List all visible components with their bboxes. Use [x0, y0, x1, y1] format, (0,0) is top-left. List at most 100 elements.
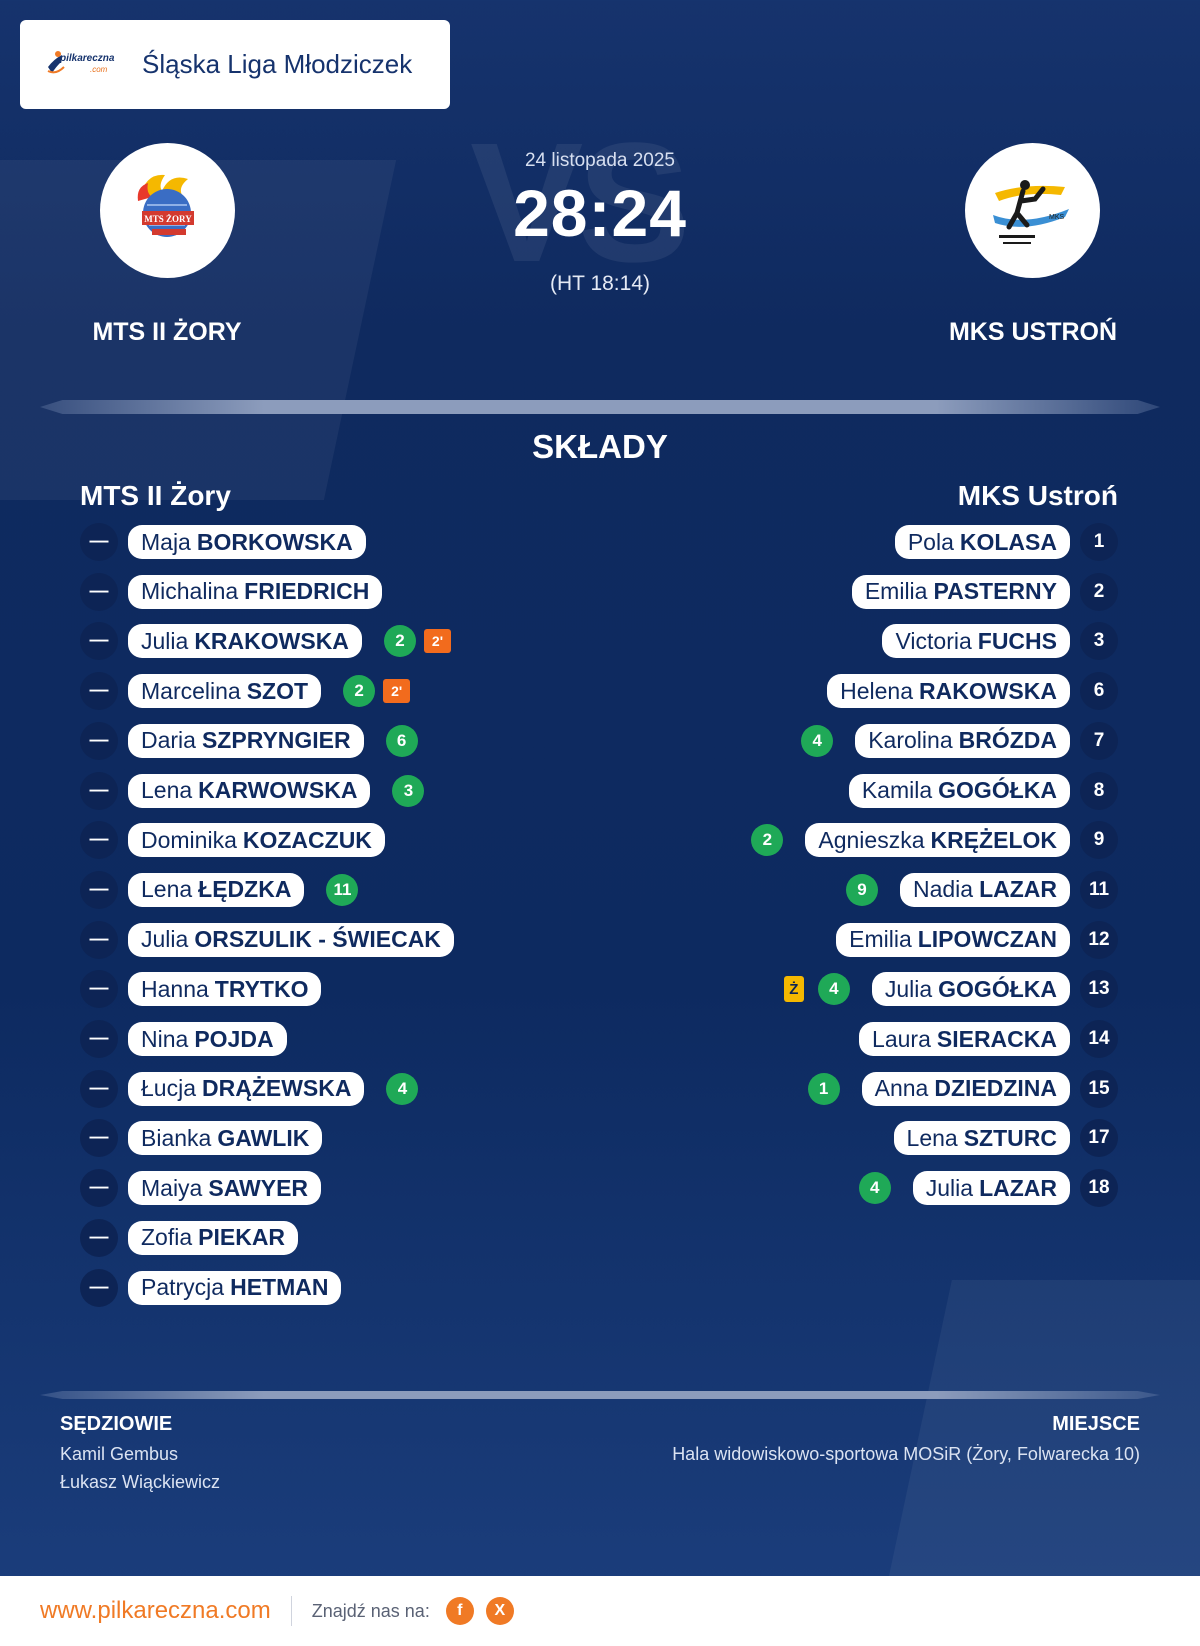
mks-ustron-crest-icon: MKS	[993, 180, 1069, 244]
player-name-pill[interactable]: Agnieszka KRĘŻELOK	[805, 823, 1070, 858]
goals-badge: 11	[326, 873, 359, 906]
player-last-name: ORSZULIK - ŚWIECAK	[194, 926, 441, 953]
player-first-name: Lena	[141, 777, 193, 803]
suspension-badge: 2'	[423, 629, 452, 654]
player-name-pill[interactable]: Lena KARWOWSKA	[128, 773, 371, 808]
goals-badge: 2	[383, 625, 416, 658]
player-name-pill[interactable]: Dominika KOZACZUK	[128, 823, 385, 858]
home-lineup-title: MTS II Żory	[80, 480, 231, 511]
vs-watermark: VS	[470, 108, 691, 298]
pilkareczna-logo[interactable]: pilkareczna .com	[46, 45, 126, 85]
away-player-row: 8 Kamila GOGÓŁKA	[848, 771, 1118, 810]
player-last-name: GOGÓŁKA	[938, 975, 1057, 1002]
home-player-row: — Patrycja HETMAN	[80, 1268, 342, 1307]
player-name-pill[interactable]: Emilia LIPOWCZAN	[836, 922, 1070, 957]
player-name-pill[interactable]: Helena RAKOWSKA	[827, 674, 1070, 709]
svg-text:MTS ŻORY: MTS ŻORY	[144, 214, 192, 224]
player-number: 9	[1080, 821, 1118, 860]
section-divider	[40, 1391, 1160, 1399]
player-name-pill[interactable]: Lena SZTURC	[893, 1121, 1070, 1156]
player-first-name: Nadia	[912, 876, 974, 903]
home-player-row: — Zofia PIEKAR	[80, 1218, 299, 1257]
goals-badge: 6	[385, 724, 418, 757]
player-last-name: POJDA	[194, 1025, 274, 1052]
facebook-icon[interactable]: f	[445, 1597, 474, 1625]
venue-name: Hala widowiskowo-sportowa MOSiR (Żory, F…	[672, 1444, 1140, 1464]
match-date: 24 listopada 2025	[524, 150, 675, 171]
player-number: —	[80, 1169, 118, 1208]
player-name-pill[interactable]: Julia LAZAR	[912, 1171, 1070, 1206]
away-player-row: 17 Lena SZTURC	[893, 1119, 1118, 1158]
player-name-pill[interactable]: Laura SIERACKA	[859, 1022, 1070, 1056]
player-name-pill[interactable]: Zofia PIEKAR	[128, 1220, 299, 1255]
player-name-pill[interactable]: Maiya SAWYER	[128, 1171, 322, 1206]
player-first-name: Zofia	[141, 1224, 193, 1251]
referee-name: Kamil Gembus	[60, 1444, 179, 1464]
player-number: 15	[1080, 1069, 1118, 1108]
player-name-pill[interactable]: Daria SZPRYNGIER	[128, 723, 364, 758]
player-first-name: Nina	[141, 1025, 189, 1052]
away-player-row: 13 Julia GOGÓŁKA 4 Ż	[783, 970, 1118, 1009]
player-first-name: Lena	[906, 1124, 958, 1151]
player-first-name: Hanna	[141, 975, 209, 1002]
player-name-pill[interactable]: Bianka GAWLIK	[128, 1121, 323, 1156]
goals-badge: 4	[801, 724, 834, 757]
player-name-pill[interactable]: Michalina FRIEDRICH	[128, 574, 383, 609]
player-first-name: Kamila	[861, 777, 933, 803]
player-last-name: DZIEDZINA	[934, 1075, 1057, 1102]
player-first-name: Daria	[141, 727, 196, 754]
player-name-pill[interactable]: Hanna TRYTKO	[128, 972, 322, 1007]
home-team-crest[interactable]: MTS ŻORY	[100, 143, 235, 278]
away-lineup-title: MKS Ustroń	[957, 480, 1118, 511]
player-name-pill[interactable]: Nina POJDA	[128, 1022, 287, 1056]
home-player-row: — Julia ORSZULIK - ŚWIECAK	[80, 920, 454, 959]
player-last-name: KRAKOWSKA	[194, 627, 349, 654]
player-name-pill[interactable]: Łucja DRĄŻEWSKA	[128, 1071, 365, 1106]
player-first-name: Emilia	[849, 926, 912, 953]
player-name-pill[interactable]: Lena ŁĘDZKA	[128, 872, 305, 907]
referees-title: SĘDZIOWIE	[60, 1413, 173, 1435]
player-name-pill[interactable]: Patrycja HETMAN	[128, 1270, 342, 1305]
player-first-name: Julia	[141, 926, 189, 953]
player-name-pill[interactable]: Emilia PASTERNY	[851, 574, 1070, 609]
player-name-pill[interactable]: Maja BORKOWSKA	[128, 525, 366, 559]
player-name-pill[interactable]: Julia GOGÓŁKA	[871, 972, 1070, 1007]
home-player-row: — Dominika KOZACZUK	[80, 821, 385, 860]
player-name-pill[interactable]: Julia ORSZULIK - ŚWIECAK	[128, 922, 454, 957]
player-last-name: KRĘŻELOK	[930, 826, 1058, 853]
goals-badge: 3	[392, 774, 425, 807]
player-number: —	[80, 672, 118, 711]
player-name-pill[interactable]: Anna DZIEDZINA	[861, 1071, 1070, 1106]
away-player-row: 15 Anna DZIEDZINA 1	[807, 1069, 1118, 1108]
player-name-pill[interactable]: Nadia LAZAR	[899, 872, 1070, 907]
player-first-name: Julia	[884, 975, 933, 1002]
player-first-name: Pola	[907, 528, 954, 555]
player-last-name: GAWLIK	[217, 1124, 310, 1151]
player-number: 11	[1080, 870, 1118, 909]
player-number: 17	[1080, 1119, 1118, 1158]
away-player-row: 9 Agnieszka KRĘŻELOK 2	[751, 821, 1118, 860]
x-icon[interactable]: X	[485, 1597, 514, 1625]
footer: www.pilkareczna.com Znajdź nas na: f X	[0, 1576, 1200, 1646]
away-team-crest[interactable]: MKS	[965, 143, 1100, 278]
player-number: —	[80, 821, 118, 860]
player-name-pill[interactable]: Karolina BRÓZDA	[855, 723, 1070, 758]
website-link[interactable]: www.pilkareczna.com	[40, 1597, 271, 1624]
player-name-pill[interactable]: Kamila GOGÓŁKA	[848, 773, 1070, 808]
home-player-row: — Lena KARWOWSKA 3	[80, 771, 425, 810]
venue-title: MIEJSCE	[1052, 1413, 1140, 1435]
player-name-pill[interactable]: Marcelina SZOT	[128, 674, 322, 709]
away-player-row: 14 Laura SIERACKA	[859, 1020, 1118, 1058]
goals-badge: 9	[845, 873, 878, 906]
goals-badge: 4	[386, 1072, 419, 1105]
find-us-label: Znajdź nas na:	[311, 1600, 430, 1621]
player-first-name: Michalina	[141, 578, 239, 605]
player-name-pill[interactable]: Pola KOLASA	[894, 525, 1070, 559]
player-name-pill[interactable]: Julia KRAKOWSKA	[128, 624, 362, 659]
home-player-row: — Daria SZPRYNGIER 6	[80, 721, 418, 760]
player-number: —	[80, 920, 118, 959]
player-name-pill[interactable]: Victoria FUCHS	[882, 624, 1070, 659]
player-first-name: Julia	[925, 1174, 974, 1201]
player-last-name: FUCHS	[977, 627, 1057, 654]
player-number: —	[80, 771, 118, 810]
